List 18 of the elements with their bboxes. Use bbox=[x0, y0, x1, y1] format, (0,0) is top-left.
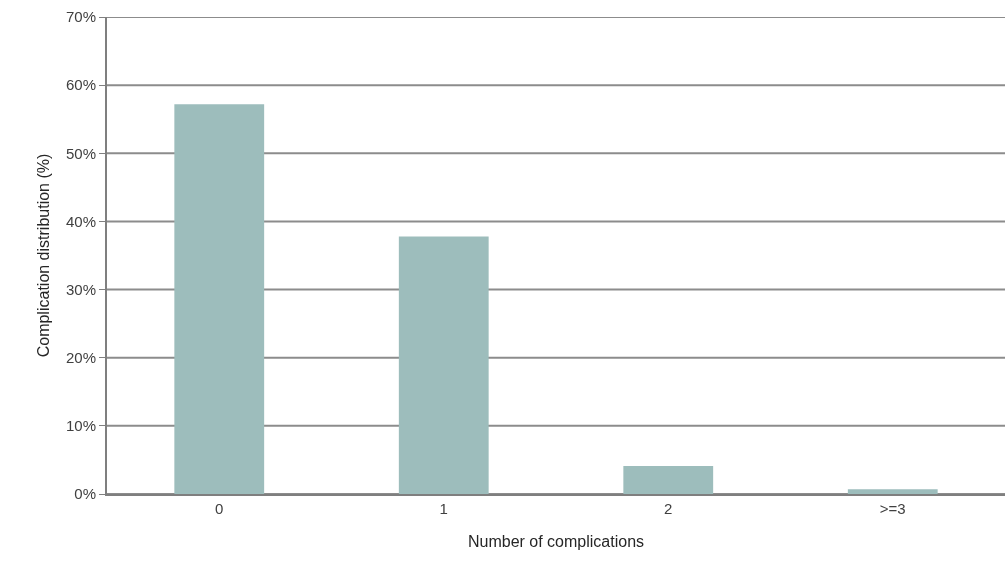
bar bbox=[398, 236, 489, 494]
y-tick-label: 0% bbox=[74, 485, 96, 503]
bar bbox=[623, 466, 714, 494]
x-tick-label: 2 bbox=[664, 500, 673, 517]
bar bbox=[847, 489, 938, 494]
y-tick-label: 40% bbox=[65, 212, 96, 230]
y-tick-label: 60% bbox=[65, 76, 96, 94]
y-tick-label: 50% bbox=[65, 144, 96, 162]
x-tick-label: 1 bbox=[439, 500, 448, 517]
bar bbox=[174, 104, 265, 494]
x-tick-label: 0 bbox=[215, 500, 224, 517]
y-axis-title: Complication distribution (%) bbox=[35, 153, 53, 358]
y-tick-label: 30% bbox=[65, 280, 96, 298]
y-tick-label: 20% bbox=[65, 348, 96, 366]
x-axis-title: Number of complications bbox=[467, 533, 645, 551]
y-tick-label: 10% bbox=[65, 417, 96, 435]
y-tick-label: 70% bbox=[65, 8, 96, 26]
x-tick-label: >=3 bbox=[879, 500, 906, 517]
